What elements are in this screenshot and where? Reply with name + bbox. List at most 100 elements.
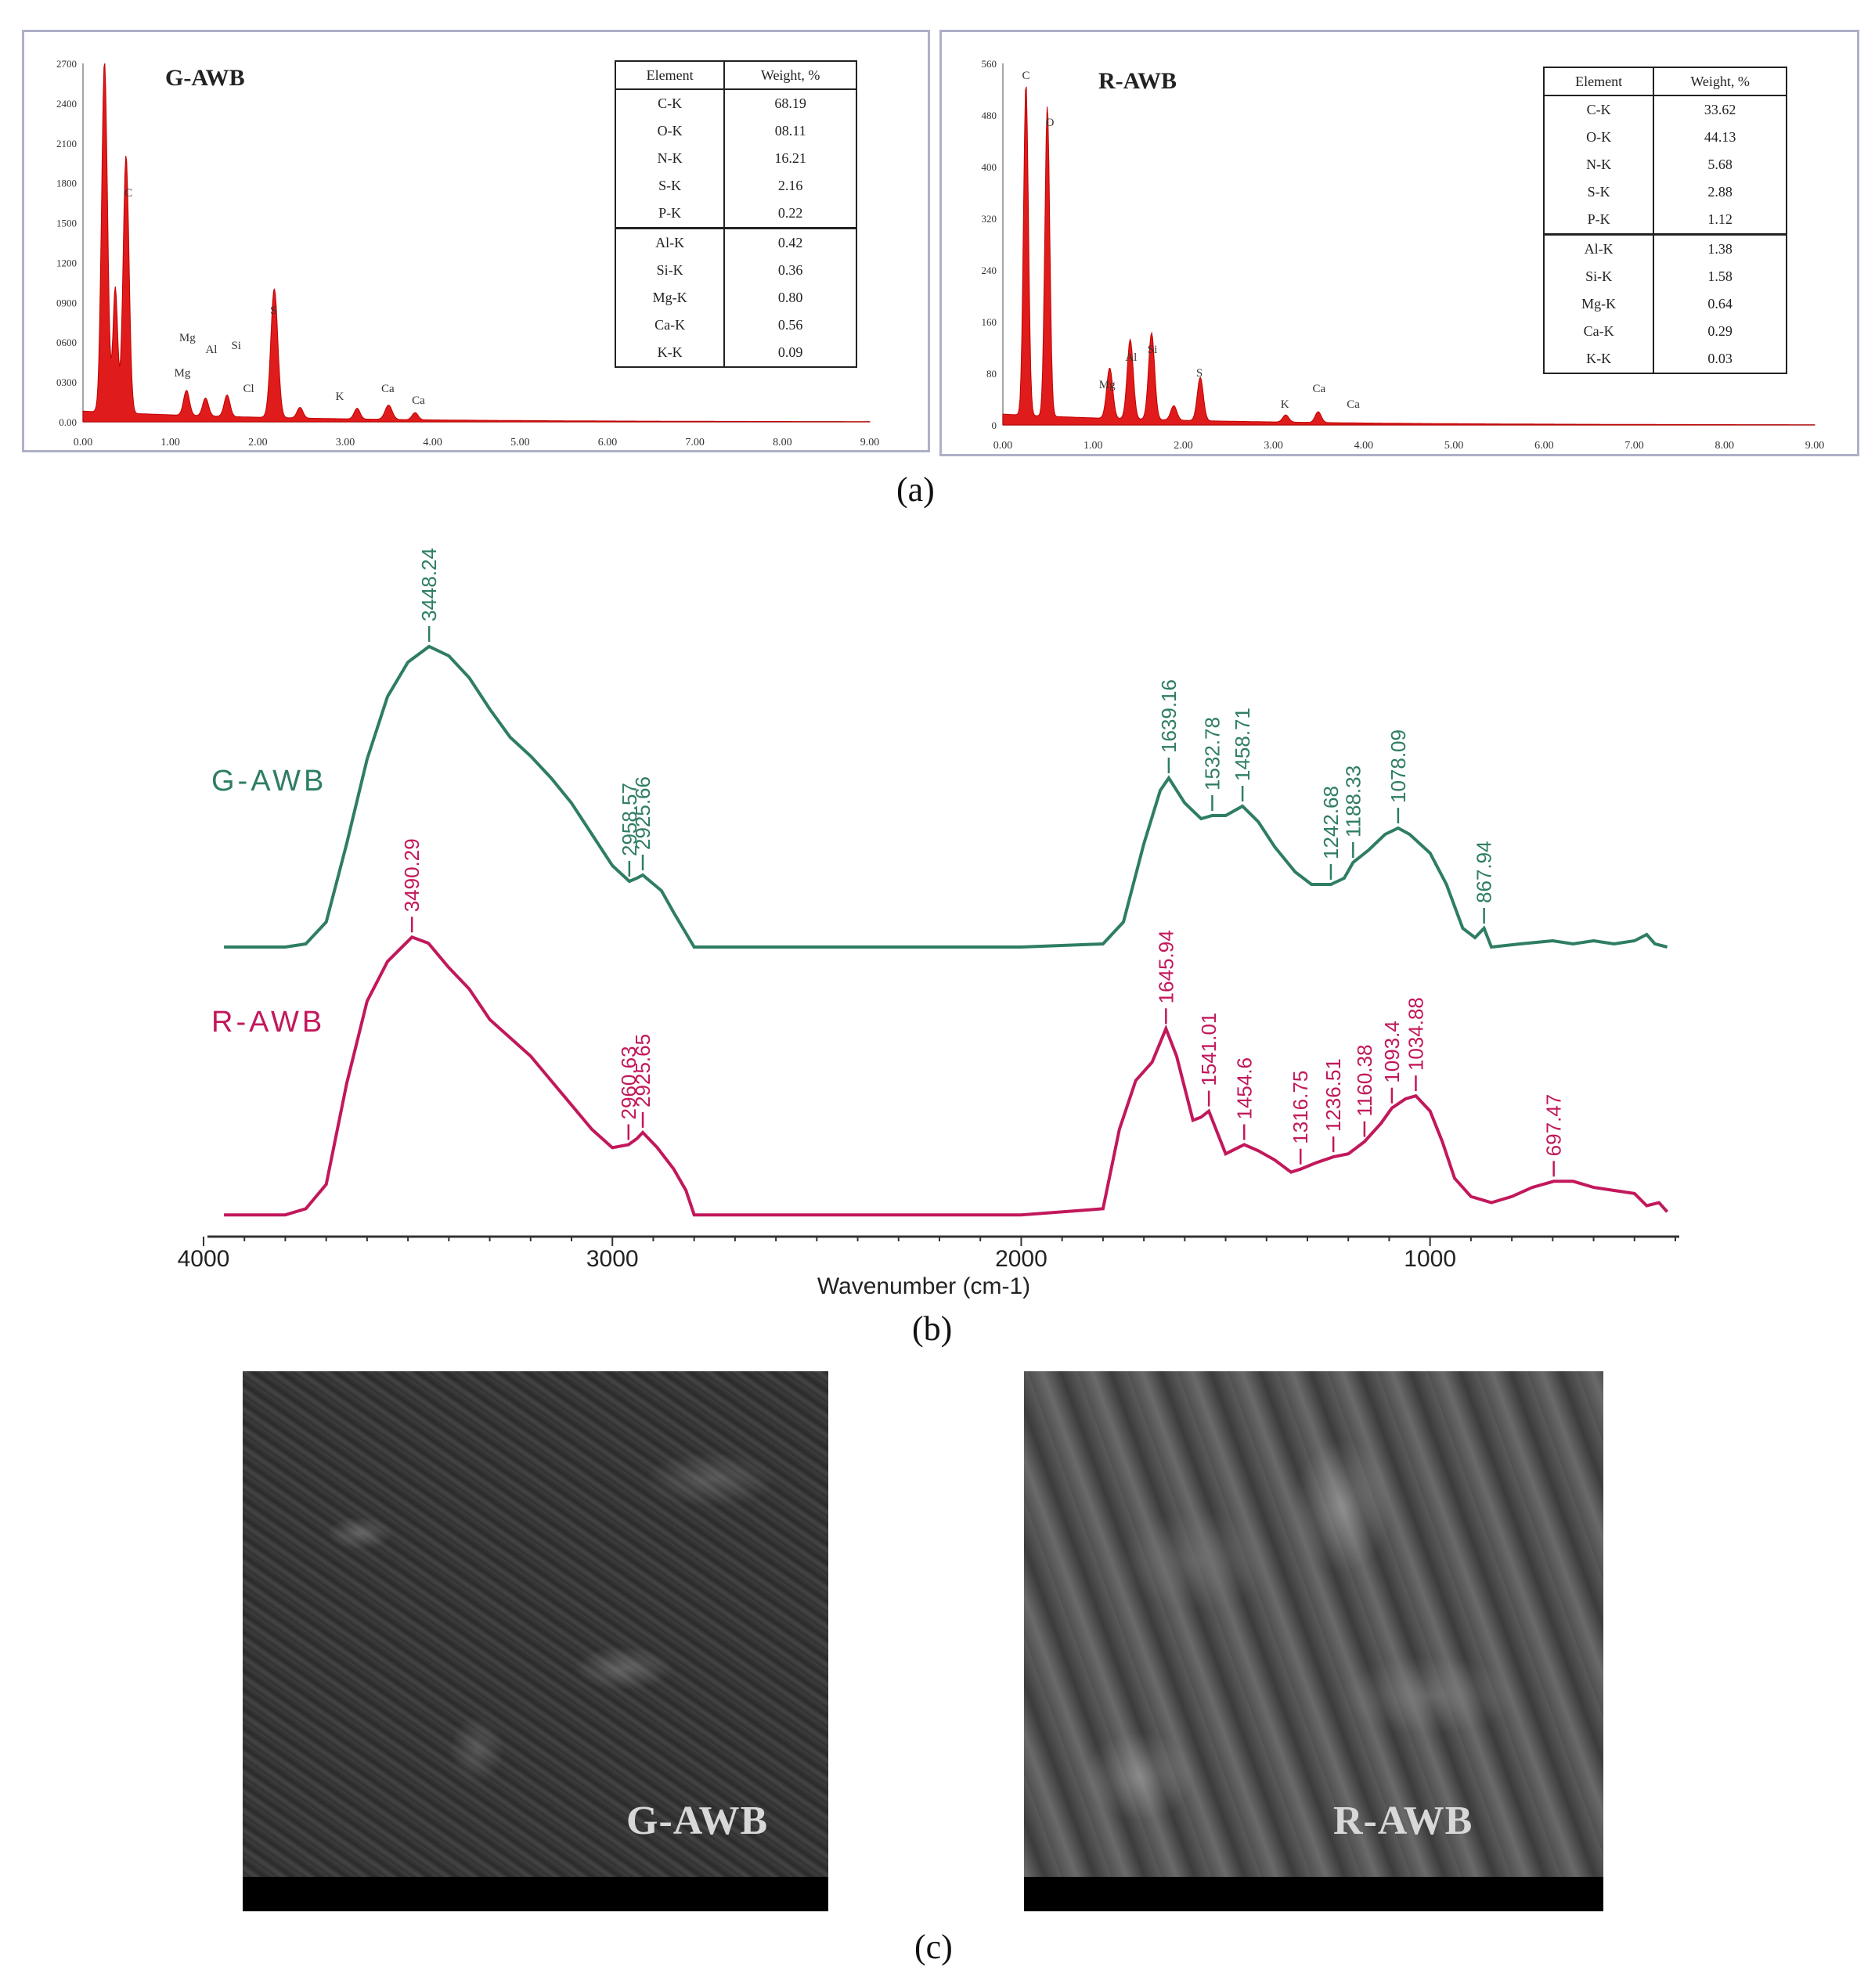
- eds-peak-label: Si: [1148, 344, 1158, 356]
- ftir-peak-label: 1078.09: [1386, 729, 1410, 803]
- eds-table-left-cell: Al-K: [614, 227, 726, 257]
- ftir-peak-label: 3448.24: [417, 548, 441, 621]
- eds-table-right-cell: Ca-K: [1542, 318, 1655, 345]
- eds-table-right-cell: C-K: [1542, 95, 1655, 124]
- eds-table-right-row: C-K 33.62: [1542, 95, 1787, 124]
- eds-y-tick: 160: [982, 316, 997, 328]
- eds-peak-label: Al: [1125, 351, 1137, 364]
- eds-table-left-cell: 0.80: [723, 284, 857, 312]
- eds-table-left-header-0: Element: [614, 60, 726, 90]
- ftir-series-g-awb: [224, 644, 1668, 949]
- eds-table-left-cell: 16.21: [723, 145, 857, 172]
- eds-table-right-cell: 1.12: [1653, 206, 1787, 235]
- eds-table-right-cell: N-K: [1542, 151, 1655, 178]
- ftir-peak-label: 2958.57: [618, 783, 641, 856]
- eds-peak-label: Ca: [381, 383, 395, 395]
- eds-table-left-row: N-K 16.21: [614, 145, 857, 172]
- eds-y-tick: 2400: [56, 98, 77, 110]
- ftir-x-tick-label: 4000: [178, 1246, 230, 1272]
- eds-table-left-cell: Ca-K: [614, 312, 726, 339]
- eds-table-left-row: O-K 08.11: [614, 117, 857, 145]
- eds-peak-label: S: [270, 304, 276, 317]
- eds-table-left: Element Weight, % C-K 68.19 O-K 08.11 N-K 16.21…: [614, 60, 857, 368]
- eds-table-right: Element Weight, % C-K 33.62 O-K 44.13 N-K 5.68 S…: [1542, 67, 1787, 374]
- eds-peak-label: Mg: [179, 332, 196, 344]
- ftir-peak-label: 1093.4: [1380, 1021, 1404, 1083]
- eds-y-tick: 560: [982, 58, 997, 70]
- eds-table-right-row: K-K 0.03: [1542, 345, 1787, 374]
- eds-x-tick: 0.00: [993, 440, 1013, 452]
- ftir-peak-label: 1454.6: [1232, 1057, 1256, 1120]
- sem-image-left: G-AWB: [243, 1371, 828, 1911]
- ftir-peak-label: 1034.88: [1404, 997, 1427, 1071]
- eds-table-left-cell: K-K: [614, 339, 726, 368]
- eds-peak-label: C: [124, 187, 132, 200]
- eds-peak-label: K: [1281, 398, 1289, 411]
- eds-table-left-cell: O-K: [614, 117, 726, 145]
- eds-table-right-header-row: Element Weight, %: [1542, 67, 1787, 96]
- eds-panel-right: 0.00 1.00 2.00 3.00 4.00 5.00 6.00 7.00 8.00 9.00…: [939, 30, 1859, 456]
- eds-table-left-cell: 0.42: [723, 227, 857, 257]
- eds-table-left-cell: 08.11: [723, 117, 857, 145]
- eds-y-tick: 80: [986, 368, 997, 380]
- eds-table-left-cell: 0.56: [723, 312, 857, 339]
- eds-table-right-cell: K-K: [1542, 345, 1655, 374]
- eds-x-tick: 2.00: [1174, 440, 1193, 452]
- eds-y-tick: 1800: [56, 178, 77, 189]
- ftir-peak-label: 1541.01: [1197, 1013, 1221, 1086]
- eds-table-left-row: Ca-K 0.56: [614, 312, 857, 339]
- ftir-series-r-awb: [224, 935, 1669, 1217]
- eds-table-right-cell: S-K: [1542, 178, 1655, 206]
- eds-table-left-cell: N-K: [614, 145, 726, 172]
- eds-table-left-row: S-K 2.16: [614, 172, 857, 200]
- eds-y-tick: 0300: [56, 376, 77, 388]
- ftir-peak-label: 3490.29: [400, 838, 424, 912]
- eds-table-right-row: Ca-K 0.29: [1542, 318, 1787, 345]
- ftir-peak-label: 2960.63: [617, 1046, 640, 1120]
- eds-y-tick: 0600: [56, 337, 77, 348]
- eds-table-right-cell: 2.88: [1653, 178, 1787, 206]
- eds-x-tick: 6.00: [598, 437, 618, 448]
- eds-peak-label: C: [1022, 70, 1029, 82]
- eds-table-right-row: S-K 2.88: [1542, 178, 1787, 206]
- eds-table-left-cell: 2.16: [723, 172, 857, 200]
- eds-table-right-cell: Mg-K: [1542, 290, 1655, 318]
- panel-label-a: (a): [896, 470, 935, 509]
- eds-x-tick: 7.00: [1624, 440, 1644, 452]
- ftir-peak-label: 867.94: [1473, 841, 1496, 903]
- eds-table-left-cell: S-K: [614, 172, 726, 200]
- eds-table-right-cell: 0.29: [1653, 318, 1787, 345]
- eds-table-right-header-0: Element: [1542, 67, 1655, 96]
- eds-peak-label: Mg: [175, 367, 191, 380]
- eds-peak-label: O: [1046, 117, 1055, 129]
- eds-table-right-cell: 5.68: [1653, 151, 1787, 178]
- eds-spectrum-right: 0.00 1.00 2.00 3.00 4.00 5.00 6.00 7.00 8.00 9.00…: [982, 58, 1825, 452]
- eds-peak-label: K: [336, 391, 344, 403]
- eds-table-left-row: Al-K 0.42: [614, 227, 857, 257]
- eds-table-left-row: Si-K 0.36: [614, 257, 857, 284]
- eds-x-tick: 4.00: [1354, 440, 1374, 452]
- eds-table-left-cell: Si-K: [614, 257, 726, 284]
- eds-table-left-row: C-K 68.19: [614, 89, 857, 117]
- eds-table-left-row: P-K 0.22: [614, 200, 857, 229]
- ftir-peak-label: 1458.71: [1231, 708, 1254, 781]
- eds-table-left-row: K-K 0.09: [614, 339, 857, 368]
- eds-table-right-cell: 1.38: [1653, 233, 1787, 263]
- ftir-peak-label: 1236.51: [1322, 1058, 1345, 1132]
- eds-table-right-row: P-K 1.12: [1542, 206, 1787, 235]
- eds-table-left-cell: 0.22: [723, 200, 857, 229]
- eds-table-right-cell: Al-K: [1542, 233, 1655, 263]
- eds-x-tick: 3.00: [1264, 440, 1283, 452]
- eds-x-tick: 5.00: [1444, 440, 1464, 452]
- ftir-peak-label: 2925.65: [631, 1034, 654, 1107]
- ftir-peak-label: 1645.94: [1154, 930, 1177, 1003]
- eds-y-tick: 400: [982, 161, 997, 173]
- eds-peak-label: S: [1196, 367, 1203, 380]
- eds-table-right-header-1: Weight, %: [1653, 67, 1787, 96]
- eds-y-tick: 1200: [56, 257, 77, 268]
- ftir-peak-label: 1639.16: [1157, 679, 1181, 753]
- panel-label-c: (c): [914, 1928, 953, 1966]
- eds-table-left-header-1: Weight, %: [723, 60, 857, 90]
- eds-table-left-cell: 68.19: [723, 89, 857, 117]
